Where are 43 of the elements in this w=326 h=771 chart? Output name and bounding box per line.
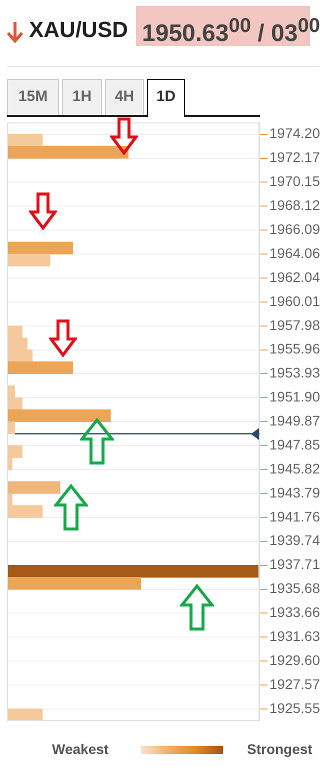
bar [7, 708, 43, 721]
bar [7, 565, 260, 578]
chart-title: XAU/USD [29, 17, 128, 43]
bar [7, 134, 43, 147]
y-tick-label: 1966.09 [269, 220, 320, 237]
bar [7, 576, 142, 590]
text: 4H [105, 79, 144, 115]
y-tick-label: 1935.68 [269, 580, 320, 596]
chart-subtitle: 1950.63$^{00}$ / 03$^{00}$ [141, 14, 320, 47]
bar [7, 409, 111, 422]
y-tick-label: 1968.12 [269, 197, 320, 213]
y-tick-label: 1964.06 [269, 244, 320, 261]
y-tick-label: 1949.87 [269, 412, 320, 429]
y-tick-label: 1931.63 [269, 628, 320, 644]
y-tick-label: 1925.55 [269, 700, 320, 716]
y-tick-label: 1972.17 [269, 149, 320, 166]
text: Strongest [247, 741, 312, 757]
y-tick-label: 1953.93 [269, 364, 320, 381]
y-tick-label: 1937.71 [269, 556, 320, 572]
bar [7, 361, 73, 374]
y-tick-label: 1927.57 [269, 676, 320, 692]
bar [7, 254, 50, 266]
y-tick-label: 1955.96 [269, 340, 320, 357]
bar [7, 242, 73, 254]
y-tick-label: 1947.85 [269, 436, 320, 452]
y-tick-label: 1962.04 [269, 268, 320, 285]
y-tick-label: 1945.82 [269, 460, 320, 476]
text: Weakest [52, 741, 109, 757]
y-tick-label: 1933.66 [269, 604, 320, 620]
y-tick-label: 1970.15 [269, 173, 320, 190]
bar [7, 481, 60, 494]
y-tick-label: 1957.98 [269, 316, 320, 333]
y-tick-label: 1951.90 [269, 388, 320, 405]
y-tick-label: 1941.76 [269, 508, 320, 524]
text: 1D [147, 79, 185, 117]
y-tick-label: 1943.79 [269, 484, 320, 500]
y-tick-label: 1939.74 [269, 532, 320, 548]
y-tick-label: 1929.60 [269, 652, 320, 668]
y-tick-label: 1960.01 [269, 292, 320, 309]
text: 15M [7, 79, 59, 115]
text: 1H [62, 79, 102, 115]
y-tick-label: 1974.20 [269, 125, 320, 142]
bar [7, 146, 128, 159]
